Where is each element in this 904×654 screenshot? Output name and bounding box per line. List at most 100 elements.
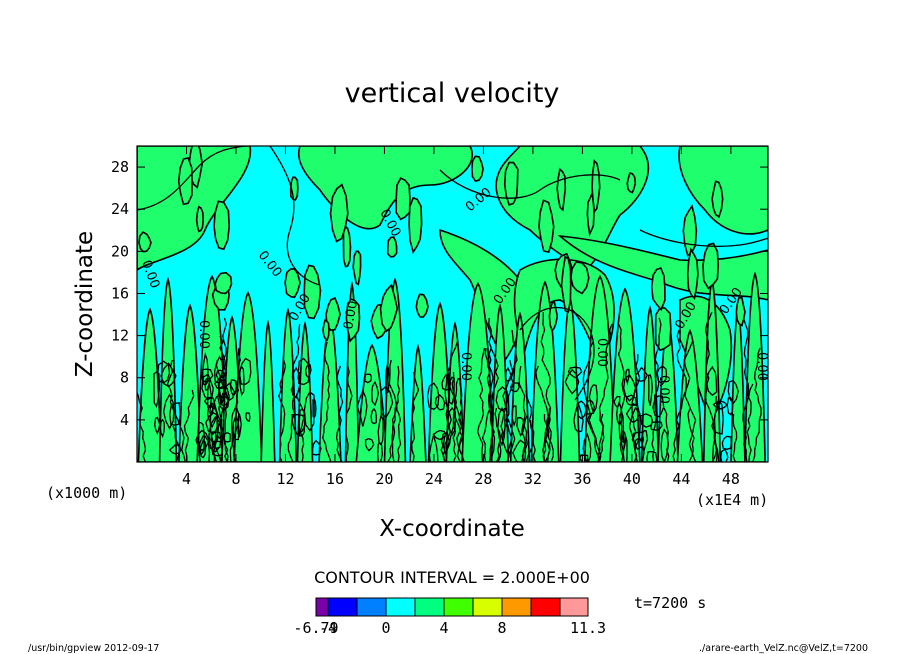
contour-line bbox=[312, 398, 317, 418]
contour-line bbox=[370, 407, 377, 425]
contour-region bbox=[686, 247, 699, 301]
contour-region bbox=[548, 301, 559, 333]
colorbar bbox=[315, 597, 589, 617]
contour-region bbox=[178, 303, 202, 462]
x-tick-label: 20 bbox=[375, 470, 393, 488]
colorbar-tick-label: 8 bbox=[497, 619, 506, 637]
contour-line bbox=[172, 425, 182, 462]
colorbar-tick-label: 4 bbox=[439, 619, 448, 637]
contour-line bbox=[201, 368, 214, 384]
contour-line bbox=[201, 373, 214, 401]
contour-lines bbox=[137, 146, 768, 462]
contour-line bbox=[371, 380, 379, 407]
contour-line bbox=[377, 413, 384, 446]
contour-region bbox=[352, 250, 362, 286]
colorbar-segment bbox=[356, 597, 387, 617]
contour-line bbox=[345, 365, 353, 462]
y-tick-label: 4 bbox=[120, 411, 129, 429]
x-tick-label: 8 bbox=[231, 470, 240, 488]
contour-region bbox=[214, 271, 233, 295]
contour-line bbox=[159, 418, 165, 439]
contour-line bbox=[199, 438, 207, 459]
y-unit-label: (x1000 m) bbox=[46, 484, 127, 502]
contour-line bbox=[721, 435, 732, 450]
contour-line bbox=[269, 146, 321, 286]
footer-right: ./arare-earth_VelZ.nc@VelZ,t=7200 bbox=[699, 643, 868, 654]
contour-line bbox=[704, 311, 720, 462]
footer-left: /usr/bin/gpview 2012-09-17 bbox=[28, 643, 159, 654]
contour-line bbox=[208, 415, 223, 453]
chart-title: vertical velocity bbox=[345, 78, 560, 109]
contour-region bbox=[471, 155, 484, 183]
time-label: t=7200 s bbox=[634, 594, 706, 612]
contour-line bbox=[597, 323, 613, 462]
colorbar-tick-label: -4 bbox=[319, 619, 337, 637]
contour-region bbox=[196, 274, 228, 462]
x-tick-label: 44 bbox=[672, 470, 690, 488]
contour-region bbox=[538, 199, 555, 254]
contour-region bbox=[213, 200, 231, 251]
contour-line bbox=[711, 395, 719, 462]
contour-line bbox=[335, 365, 344, 462]
contour-line bbox=[484, 347, 495, 462]
contour-line bbox=[576, 400, 587, 420]
contour-region bbox=[379, 283, 399, 333]
x-axis-label: X-coordinate bbox=[379, 516, 525, 542]
contour-region bbox=[284, 268, 301, 299]
x-tick-label: 12 bbox=[276, 470, 294, 488]
colorbar-segment bbox=[315, 597, 329, 617]
contour-label: 0.00 bbox=[754, 352, 769, 381]
contour-line bbox=[512, 439, 527, 462]
contour-region bbox=[640, 305, 660, 462]
contour-line bbox=[445, 341, 459, 462]
contour-line bbox=[519, 307, 595, 401]
contour-line bbox=[229, 379, 238, 398]
contour-region bbox=[570, 261, 590, 295]
x-tick-label: 36 bbox=[573, 470, 591, 488]
contour-line bbox=[439, 169, 621, 199]
contour-line bbox=[220, 395, 229, 407]
x-tick-label: 28 bbox=[474, 470, 492, 488]
contour-line bbox=[442, 371, 452, 462]
contour-line bbox=[411, 371, 420, 462]
contour-region bbox=[342, 225, 352, 268]
colorbar-segment bbox=[472, 597, 503, 617]
contour-line bbox=[511, 405, 517, 427]
contour-line bbox=[356, 389, 368, 427]
contour-line bbox=[640, 413, 653, 428]
contour-label: 0.00 bbox=[196, 320, 211, 349]
plot-area: 0.00 0.00 0.00 0.00 0.00 0.00 0.00 0.00 … bbox=[111, 145, 769, 488]
contour-line bbox=[303, 391, 315, 432]
contour-region bbox=[137, 146, 252, 272]
contour-line bbox=[625, 403, 641, 424]
contour-line bbox=[501, 418, 516, 458]
contour-label: 0.00 bbox=[656, 375, 671, 404]
contour-line bbox=[640, 430, 649, 452]
contour-line bbox=[622, 435, 628, 462]
contour-line bbox=[726, 397, 734, 416]
contour-line bbox=[712, 400, 728, 410]
contour-line bbox=[195, 429, 210, 452]
x-unit-label: (x1E4 m) bbox=[696, 491, 768, 509]
contour-region bbox=[395, 177, 411, 221]
contour-line bbox=[582, 341, 601, 462]
contour-line bbox=[157, 360, 171, 384]
contour-region bbox=[158, 276, 178, 462]
contour-line bbox=[211, 395, 219, 462]
contour-line bbox=[162, 393, 175, 430]
contour-region bbox=[490, 303, 510, 462]
contour-line bbox=[648, 374, 653, 406]
contour-line bbox=[364, 437, 375, 452]
contour-region bbox=[345, 297, 361, 343]
contour-region bbox=[386, 236, 398, 258]
contour-line bbox=[232, 415, 240, 441]
contour-line bbox=[663, 407, 670, 462]
contour-line bbox=[618, 413, 625, 444]
contour-line bbox=[441, 373, 452, 391]
contour-region bbox=[195, 205, 204, 233]
contour-line bbox=[203, 396, 215, 409]
contour-line bbox=[385, 364, 390, 395]
contour-line bbox=[547, 407, 552, 462]
contour-line bbox=[655, 365, 668, 386]
colorbar-tick-label: -6.79 bbox=[293, 619, 338, 637]
